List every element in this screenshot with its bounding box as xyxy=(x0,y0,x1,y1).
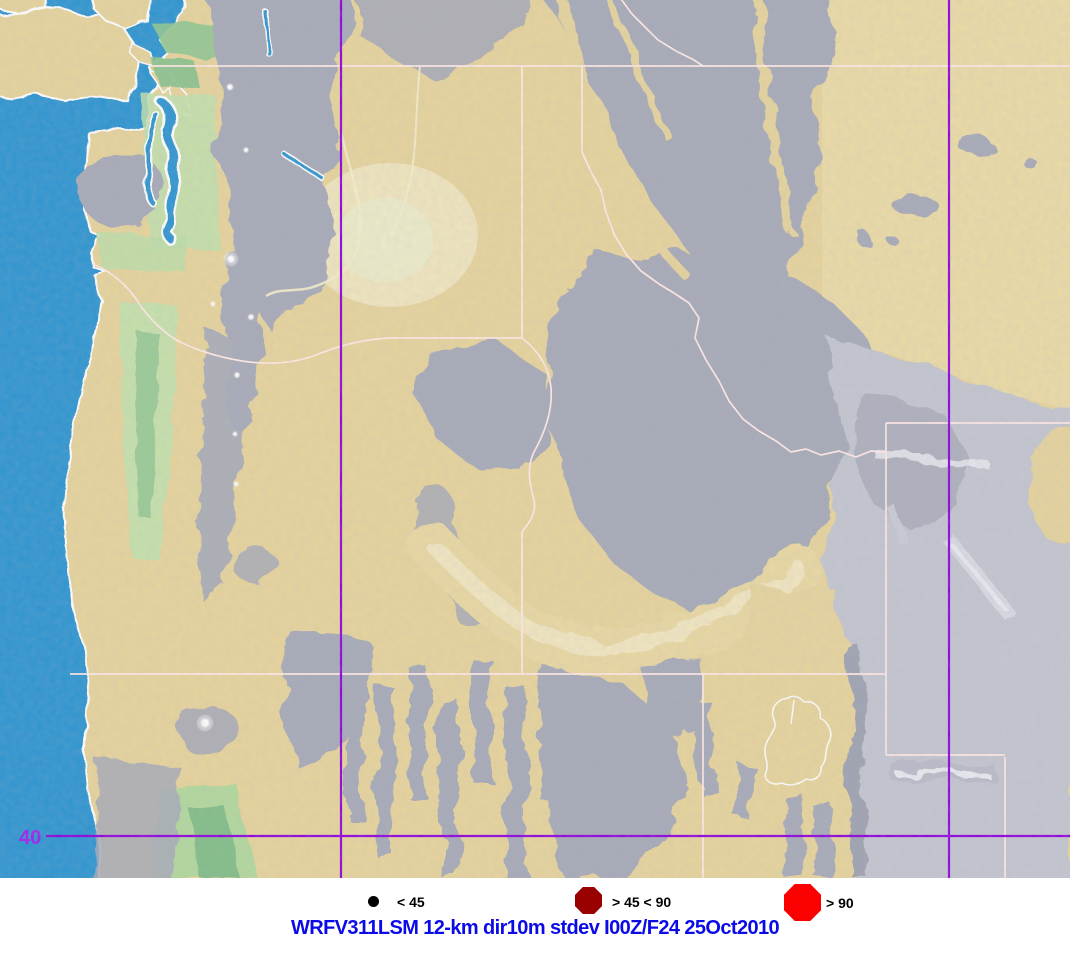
legend-label-lt45: < 45 xyxy=(397,894,425,910)
terrain-texture xyxy=(0,0,1070,878)
legend-label-45to90: > 45 < 90 xyxy=(612,894,672,910)
legend-label-gt90: > 90 xyxy=(826,895,854,911)
terrain-map: 40 xyxy=(0,0,1070,878)
legend-dot-symbol xyxy=(368,896,379,907)
plot-title: WRFV311LSM 12-km dir10m stdev I00Z/F24 2… xyxy=(290,917,780,939)
legend-red-octagon-symbol xyxy=(784,884,821,921)
legend-darkred-octagon-symbol xyxy=(575,887,602,914)
